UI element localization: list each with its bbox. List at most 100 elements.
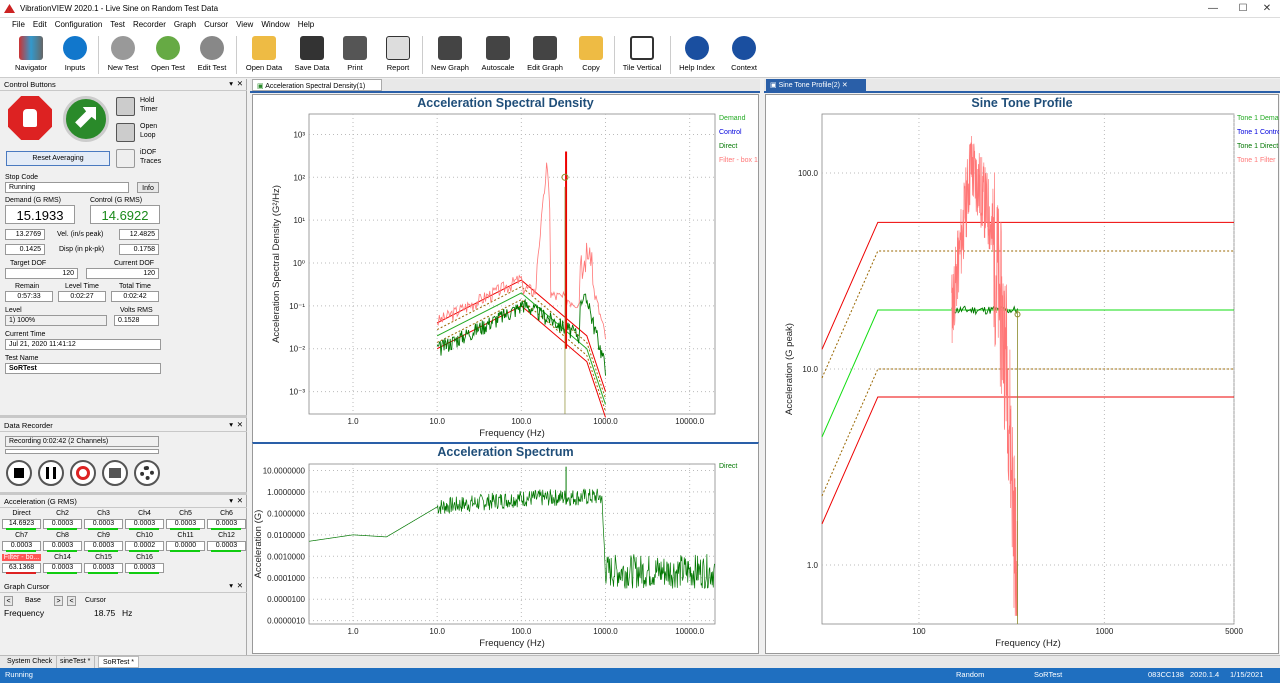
record-start-button[interactable] — [70, 460, 96, 486]
tab-sine-tone-profile[interactable]: ▣ Sine Tone Profile(2) ✕ — [766, 79, 866, 91]
menu-recorder[interactable]: Recorder — [132, 20, 166, 29]
stop-icon — [14, 468, 24, 478]
spectrum-chart[interactable]: 1.0 10.0 100.0 1000.0 10000.0 10.0000000 1.000… — [252, 458, 759, 652]
cursor-frequency-unit: Hz — [122, 608, 133, 618]
open-data-button[interactable]: Open Data — [242, 34, 286, 76]
menu-cursor[interactable]: Cursor — [204, 20, 229, 29]
channel-level-bar — [47, 528, 77, 530]
close-tab-icon[interactable]: ✕ — [841, 82, 848, 89]
new-graph-button[interactable]: New Graph — [428, 34, 472, 76]
cursor-prev-button[interactable]: < — [67, 596, 76, 606]
lower-alarm-line — [821, 368, 1234, 497]
tab-sortest[interactable]: SoRTest * — [98, 656, 139, 668]
edit-test-button[interactable]: Edit Test — [194, 34, 230, 76]
channel-8: Ch8 0.0003 — [43, 532, 82, 553]
filter-trace — [436, 162, 606, 340]
sine-chart[interactable]: 100 1000 5000 100.0 10.0 1.0 Frequency (Hz) Acc… — [765, 108, 1279, 652]
maximize-button[interactable]: ☐ — [1238, 3, 1248, 14]
info-button[interactable]: Info — [137, 182, 159, 193]
channel-level-bar — [6, 550, 36, 552]
recording-status: Recording 0:02:42 (2 Channels) — [5, 436, 159, 447]
volts-label: Volts RMS — [120, 307, 153, 314]
channel-name: Ch15 — [95, 554, 112, 561]
idof-traces-toggle[interactable] — [116, 149, 135, 168]
base-prev-button[interactable]: < — [4, 596, 13, 606]
channel-name: Ch10 — [136, 532, 153, 539]
recorder-settings-button[interactable] — [134, 460, 160, 486]
channel-1: Direct 14.6923 — [2, 510, 41, 531]
channel-13: Filter - bo... 63.1368 — [2, 554, 41, 575]
splitter[interactable] — [0, 415, 247, 418]
close-icon[interactable]: ✕ — [236, 79, 243, 88]
close-window-button[interactable]: ✕ — [1262, 3, 1272, 14]
save-data-button[interactable]: Save Data — [292, 34, 332, 76]
asd-chart[interactable]: 1.0 10.0 100.0 1000.0 10000.0 10³ 10² 10¹ 10⁰ 10⁻… — [252, 110, 759, 440]
stop-code-field: Running — [5, 182, 129, 193]
tab-system-check[interactable]: System Check — [3, 656, 58, 668]
splitter[interactable] — [0, 492, 247, 495]
minimize-button[interactable]: — — [1208, 3, 1218, 14]
pin-icon[interactable]: ▾ — [229, 496, 233, 505]
channel-9: Ch9 0.0003 — [84, 532, 123, 553]
open-test-button[interactable]: Open Test — [148, 34, 188, 76]
pin-icon[interactable]: ▾ — [229, 79, 233, 88]
close-icon[interactable]: ✕ — [236, 420, 243, 429]
menu-configuration[interactable]: Configuration — [54, 20, 103, 29]
status-date: 1/15/2021 — [1230, 670, 1264, 679]
channel-level-bar — [88, 528, 118, 530]
menu-graph[interactable]: Graph — [173, 20, 197, 29]
pause-icon — [46, 467, 56, 479]
total-time-value: 0:02:42 — [111, 291, 159, 302]
menu-edit[interactable]: Edit — [32, 20, 47, 29]
navigator-button[interactable]: Navigator — [10, 34, 52, 76]
help-icon — [685, 36, 709, 60]
close-icon[interactable]: ✕ — [236, 581, 243, 590]
hold-timer-toggle[interactable] — [116, 97, 135, 116]
base-next-button[interactable]: > — [54, 596, 63, 606]
new-test-button[interactable]: New Test — [104, 34, 142, 76]
reset-averaging-button[interactable]: Reset Averaging — [6, 151, 110, 166]
pin-icon[interactable]: ▾ — [229, 420, 233, 429]
y-tick-label: 10⁻² — [289, 345, 305, 354]
help-index-button[interactable]: Help Index — [676, 34, 718, 76]
status-test: SoRTest — [1034, 670, 1063, 679]
folder-icon — [109, 468, 121, 478]
tab-sinetest[interactable]: sineTest * — [56, 656, 96, 668]
demand-line — [436, 292, 606, 405]
lower-abort-line — [821, 396, 1234, 525]
menu-view[interactable]: View — [236, 20, 254, 29]
menu-test[interactable]: Test — [110, 20, 125, 29]
y-tick-label: 0.1000000 — [267, 509, 305, 518]
print-button[interactable]: Print — [338, 34, 372, 76]
stop-code-label: Stop Code — [5, 174, 39, 181]
menu-window[interactable]: Window — [261, 20, 290, 29]
record-stop-button[interactable] — [6, 460, 32, 486]
recorder-open-button[interactable] — [102, 460, 128, 486]
channel-name: Ch3 — [97, 510, 110, 517]
menu-help[interactable]: Help — [297, 20, 315, 29]
pin-icon[interactable]: ▾ — [229, 581, 233, 590]
level-label: Level — [5, 307, 22, 314]
close-icon[interactable]: ✕ — [236, 496, 243, 505]
open-loop-toggle[interactable] — [116, 123, 135, 142]
data-recorder-header: Data Recorder ▾ ✕ — [0, 420, 247, 432]
demand-value: 15.1933 — [5, 205, 75, 224]
tile-vertical-button[interactable]: Tile Vertical — [620, 34, 664, 76]
report-button[interactable]: Report — [380, 34, 416, 76]
direct-trace — [436, 293, 606, 376]
x-tick-label: 100.0 — [511, 627, 532, 636]
context-button[interactable]: Context — [726, 34, 762, 76]
legend-entry: Tone 1 Demand — [1237, 115, 1279, 122]
copy-button[interactable]: Copy — [574, 34, 608, 76]
tab-asd[interactable]: ▣ Acceleration Spectral Density(1) — [252, 79, 382, 91]
menu-bar: File Edit Configuration Test Recorder Graph Cu… — [0, 18, 1280, 32]
toolbar-separator — [98, 36, 99, 74]
traces-label: Traces — [140, 158, 162, 165]
level-select[interactable]: 1) 100% — [5, 315, 107, 326]
autoscale-button[interactable]: Autoscale — [478, 34, 518, 76]
record-pause-button[interactable] — [38, 460, 64, 486]
edit-graph-button[interactable]: Edit Graph — [524, 34, 566, 76]
inputs-button[interactable]: Inputs — [56, 34, 94, 76]
menu-file[interactable]: File — [12, 20, 25, 29]
toolbar: Navigator Inputs New Test Open Test Edit… — [0, 32, 1280, 78]
